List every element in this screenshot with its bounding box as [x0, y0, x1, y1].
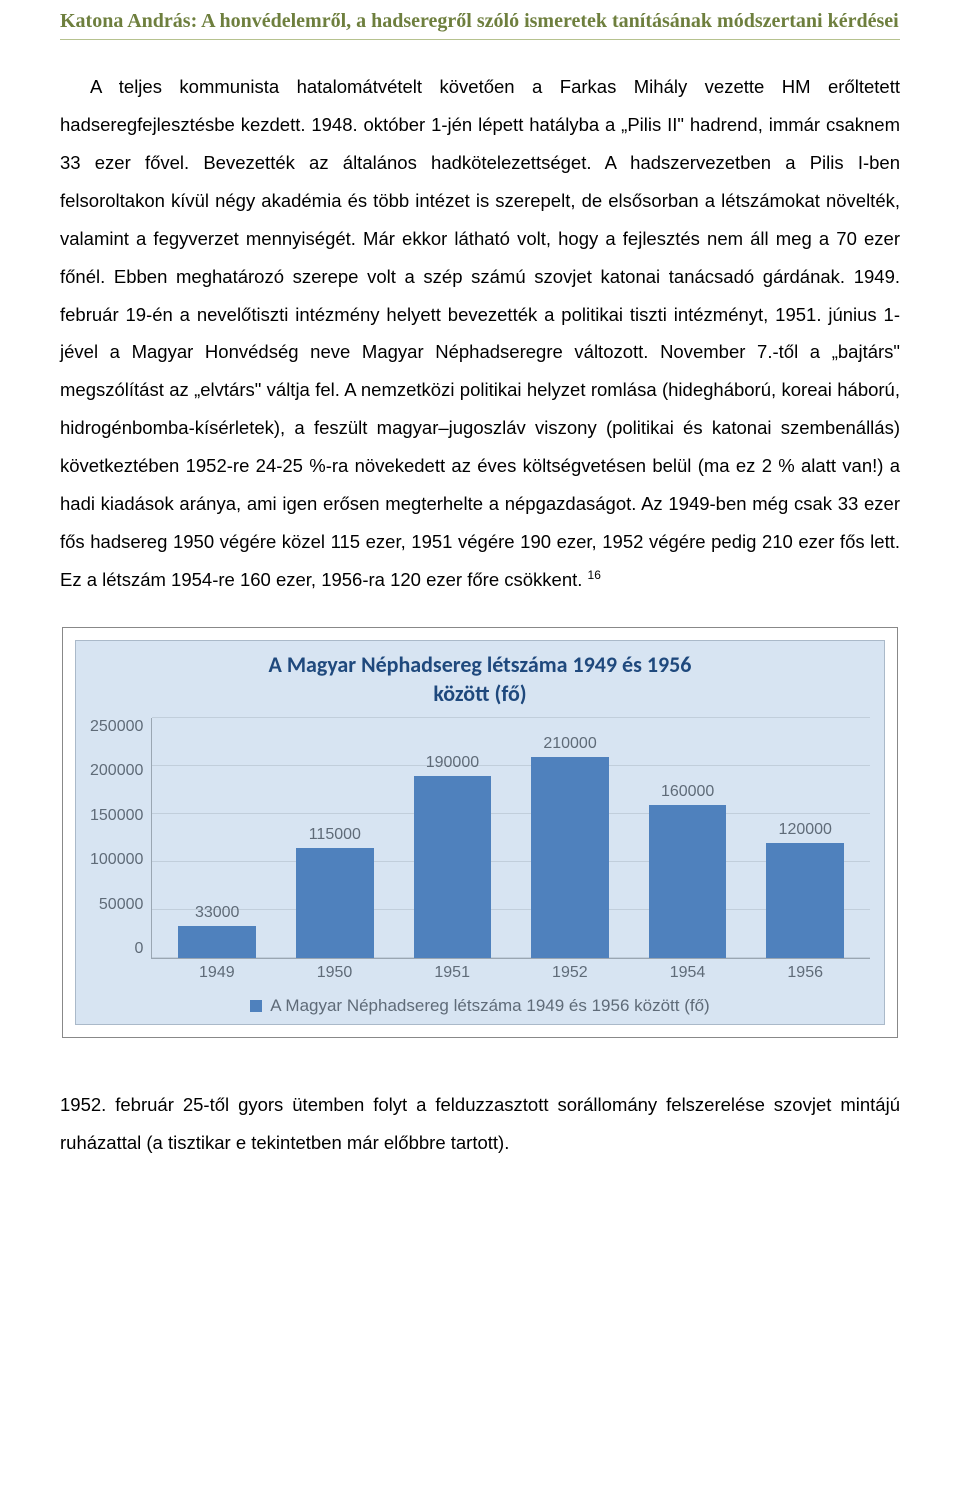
xaxis-label: 1954	[629, 964, 747, 982]
bar-slot: 190000	[394, 718, 512, 958]
chart-container: A Magyar Néphadsereg létszáma 1949 és 19…	[62, 627, 898, 1038]
bar	[414, 776, 492, 958]
ytick-label: 150000	[90, 807, 143, 825]
xaxis-label: 1956	[746, 964, 864, 982]
xaxis-label: 1951	[393, 964, 511, 982]
legend-swatch	[250, 1000, 262, 1012]
ytick-label: 200000	[90, 762, 143, 780]
bar-value-label: 190000	[426, 754, 479, 772]
bar	[178, 926, 256, 958]
ytick-label: 0	[134, 940, 143, 958]
footer-paragraph: 1952. február 25-től gyors ütemben folyt…	[60, 1086, 900, 1162]
footnote-reference: 16	[588, 568, 601, 582]
xaxis-label: 1950	[276, 964, 394, 982]
chart-title-line2: között (fő)	[433, 680, 526, 707]
bar-value-label: 160000	[661, 783, 714, 801]
paragraph-text: A teljes kommunista hatalomátvételt köve…	[60, 76, 900, 590]
bar-value-label: 33000	[195, 904, 240, 922]
ytick-label: 50000	[99, 896, 144, 914]
xaxis-label: 1949	[158, 964, 276, 982]
bar	[649, 805, 727, 959]
bar-slot: 115000	[276, 718, 394, 958]
bar-slot: 160000	[629, 718, 747, 958]
chart-title: A Magyar Néphadsereg létszáma 1949 és 19…	[90, 651, 870, 708]
chart-title-line1: A Magyar Néphadsereg létszáma 1949 és 19…	[269, 651, 692, 678]
legend-label: A Magyar Néphadsereg létszáma 1949 és 19…	[270, 996, 709, 1016]
ytick-label: 250000	[90, 718, 143, 736]
bar-slot: 210000	[511, 718, 629, 958]
xaxis-label: 1952	[511, 964, 629, 982]
chart-plot-area: A Magyar Néphadsereg létszáma 1949 és 19…	[75, 640, 885, 1025]
bar-value-label: 210000	[543, 735, 596, 753]
bar	[531, 757, 609, 959]
bar-slot: 120000	[746, 718, 864, 958]
chart-bars: 33000 115000 190000 210000 160000 120000	[152, 718, 870, 958]
bar	[296, 848, 374, 958]
page-header-title: Katona András: A honvédelemről, a hadser…	[60, 0, 900, 39]
chart-yaxis: 250000 200000 150000 100000 50000 0	[90, 718, 151, 958]
ytick-label: 100000	[90, 851, 143, 869]
bar-value-label: 115000	[309, 826, 361, 844]
header-rule	[60, 39, 900, 40]
footer-paragraph-text: 1952. február 25-től gyors ütemben folyt…	[60, 1094, 900, 1153]
chart-plot: 33000 115000 190000 210000 160000 120000	[151, 718, 870, 959]
bar-value-label: 120000	[779, 821, 832, 839]
chart-axes: 250000 200000 150000 100000 50000 0 3300…	[90, 718, 870, 958]
bar-slot: 33000	[158, 718, 276, 958]
bar	[766, 843, 844, 958]
chart-xaxis: 194919501951195219541956	[152, 958, 870, 982]
chart-legend: A Magyar Néphadsereg létszáma 1949 és 19…	[90, 982, 870, 1016]
main-paragraph: A teljes kommunista hatalomátvételt köve…	[60, 68, 900, 599]
